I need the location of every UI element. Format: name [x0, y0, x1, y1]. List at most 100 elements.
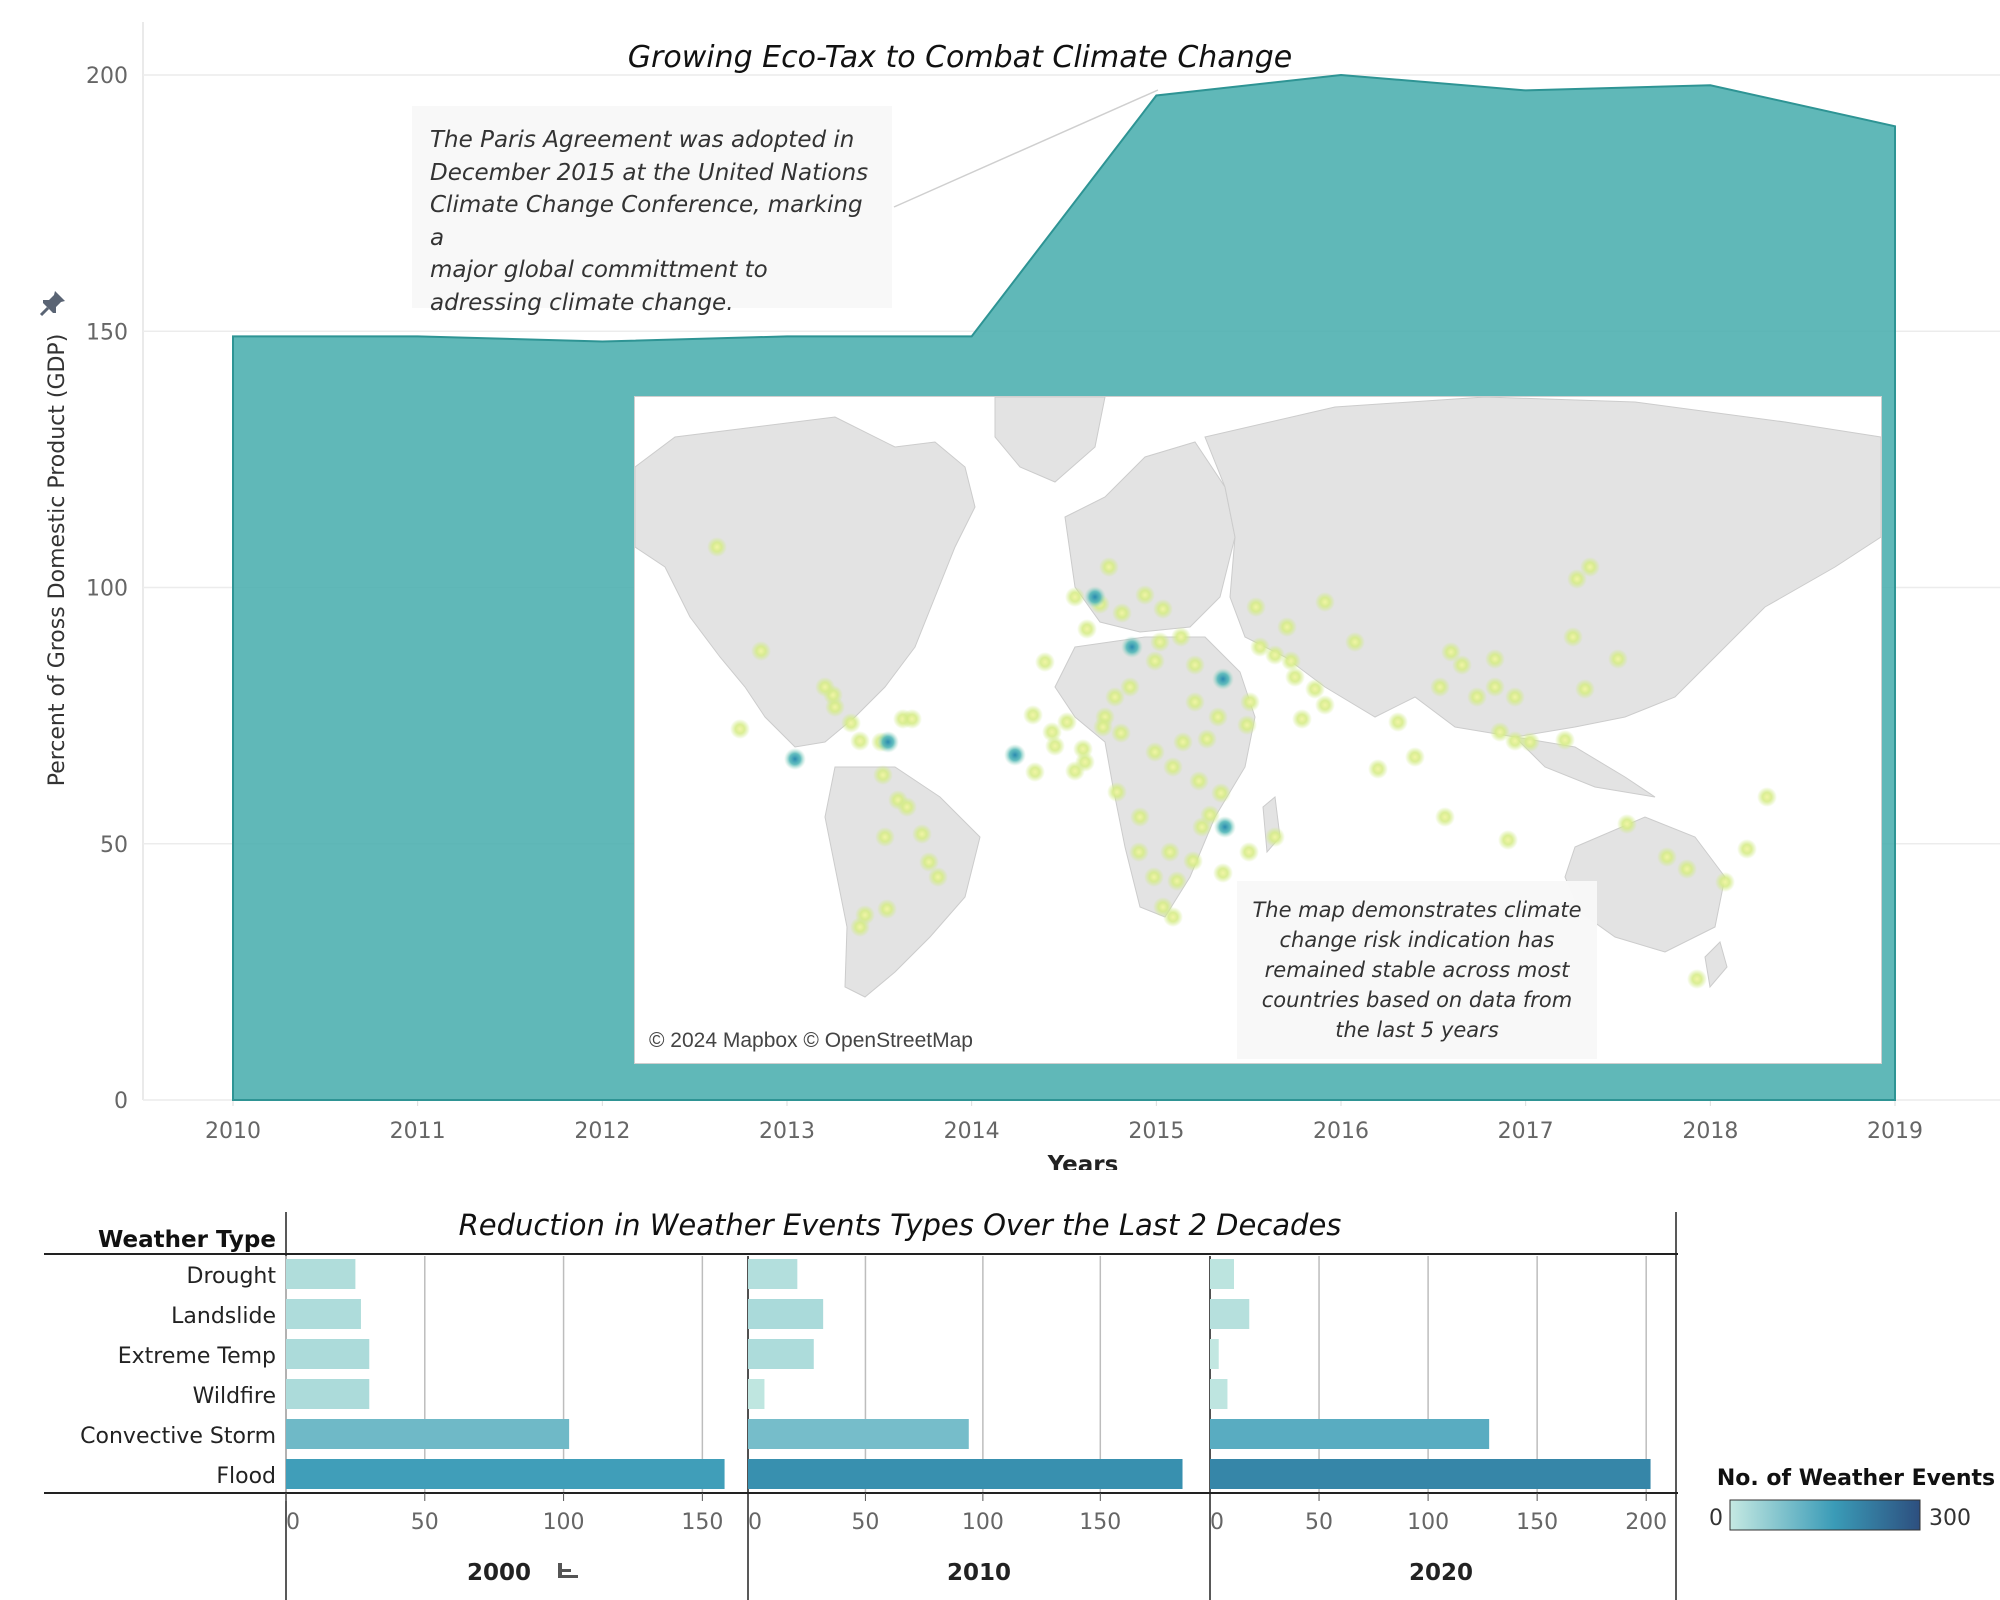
bar-wildfire[interactable] [286, 1379, 370, 1409]
risk-marker [1292, 709, 1312, 729]
legend-color-ramp [1729, 1499, 1921, 1531]
y-tick-label: 200 [86, 64, 128, 89]
x-tick-label: 2017 [1498, 1119, 1554, 1144]
risk-marker [1575, 679, 1595, 699]
risk-marker [1045, 736, 1065, 756]
risk-marker [1715, 872, 1735, 892]
bar-extreme-temp[interactable] [1210, 1339, 1219, 1369]
map-annotation-line: countries based on data from [1261, 988, 1573, 1012]
bar-extreme-temp[interactable] [748, 1339, 814, 1369]
bar-extreme-temp[interactable] [286, 1339, 370, 1369]
risk-marker [1737, 839, 1757, 859]
risk-marker [1239, 842, 1259, 862]
risk-marker [1057, 712, 1077, 732]
risk-marker [1129, 842, 1149, 862]
risk-marker [1111, 723, 1131, 743]
risk-marker [875, 827, 895, 847]
risk-marker [1200, 805, 1220, 825]
bar-wildfire[interactable] [748, 1379, 765, 1409]
risk-marker [1485, 677, 1505, 697]
paris-annotation-line: adressing climate change. [430, 289, 734, 316]
bar-landslide[interactable] [748, 1299, 824, 1329]
world-map[interactable]: © 2024 Mapbox © OpenStreetMap The map de… [634, 396, 1882, 1064]
risk-marker [1035, 652, 1055, 672]
map-attribution[interactable]: © 2024 Mapbox © OpenStreetMap [643, 1027, 979, 1055]
x-tick-label: 2015 [1128, 1119, 1184, 1144]
risk-marker [1183, 851, 1203, 871]
pin-icon[interactable] [38, 288, 68, 318]
risk-marker [1135, 585, 1155, 605]
risk-marker [1077, 619, 1097, 639]
chart-title: Growing Eco-Tax to Combat Climate Change [628, 40, 1292, 75]
x-tick-label: 2019 [1867, 1119, 1923, 1144]
risk-marker [707, 537, 727, 557]
risk-marker [1388, 712, 1408, 732]
risk-marker [1163, 907, 1183, 927]
bar-chart-title: Reduction in Weather Events Types Over t… [459, 1208, 1342, 1242]
risk-marker [1208, 707, 1228, 727]
paris-annotation-line: The Paris Agreement was adopted in [430, 127, 855, 153]
land-north-america [635, 416, 976, 748]
risk-marker [1430, 677, 1450, 697]
bar-drought[interactable] [748, 1259, 798, 1289]
x-tick-label: 150 [681, 1510, 723, 1535]
risk-marker [815, 677, 835, 697]
x-tick-label: 2016 [1313, 1119, 1369, 1144]
risk-marker [1677, 859, 1697, 879]
bar-flood[interactable] [748, 1459, 1183, 1489]
risk-marker-high [784, 748, 806, 770]
risk-marker [1099, 557, 1119, 577]
category-labels: Drought Landslide Extreme Temp Wildfire Conv… [80, 1264, 276, 1489]
bar-convective-storm[interactable] [748, 1419, 969, 1449]
bar-landslide[interactable] [286, 1299, 361, 1329]
category-label: Extreme Temp [118, 1344, 276, 1369]
x-tick-label: 2010 [205, 1119, 261, 1144]
x-tick-label: 200 [1625, 1510, 1667, 1535]
risk-marker-high [1084, 586, 1106, 608]
risk-marker [1505, 731, 1525, 751]
sort-descending-icon[interactable] [558, 1563, 578, 1578]
risk-marker [1687, 969, 1707, 989]
map-annotation-line: the last 5 years [1335, 1018, 1499, 1042]
bar-landslide[interactable] [1210, 1299, 1250, 1329]
bar-drought[interactable] [1210, 1259, 1234, 1289]
x-tick-label: 0 [748, 1510, 762, 1535]
risk-marker-high [877, 731, 899, 753]
bar-convective-storm[interactable] [286, 1419, 570, 1449]
panel-label: 2010 [947, 1560, 1011, 1586]
risk-marker [1265, 827, 1285, 847]
risk-marker [751, 641, 771, 661]
x-tick-label: 50 [1305, 1510, 1333, 1535]
bar-drought[interactable] [286, 1259, 356, 1289]
risk-marker [1145, 651, 1165, 671]
risk-marker [1368, 759, 1388, 779]
risk-marker [1305, 679, 1325, 699]
land-southeast-asia [1513, 736, 1656, 798]
pin-glyph [39, 291, 65, 317]
x-tick-label: 2013 [759, 1119, 815, 1144]
x-tick-label: 0 [1210, 1510, 1224, 1535]
land-south-america [824, 766, 981, 998]
land-new-zealand [1704, 941, 1728, 989]
bar-wildfire[interactable] [1210, 1379, 1228, 1409]
y-tick-label: 100 [86, 577, 128, 602]
x-tick-label: 2014 [944, 1119, 1000, 1144]
risk-marker [897, 797, 917, 817]
risk-marker [1467, 687, 1487, 707]
risk-marker [1435, 807, 1455, 827]
x-tick-label: 100 [543, 1510, 585, 1535]
risk-markers [707, 537, 1777, 989]
risk-marker [1485, 649, 1505, 669]
risk-marker [1211, 783, 1231, 803]
map-annotation: The map demonstrates climate change risk… [1237, 881, 1597, 1059]
category-label: Wildfire [193, 1384, 276, 1409]
risk-marker [855, 905, 875, 925]
map-annotation-line: remained stable across most [1264, 958, 1570, 982]
risk-marker [1112, 603, 1132, 623]
bar-flood[interactable] [286, 1459, 725, 1489]
risk-marker [850, 731, 870, 751]
bar-flood[interactable] [1210, 1459, 1651, 1489]
weather-events-bar-chart: Reduction in Weather Events Types Over t… [44, 1208, 1995, 1600]
risk-marker [1163, 757, 1183, 777]
bar-convective-storm[interactable] [1210, 1419, 1490, 1449]
